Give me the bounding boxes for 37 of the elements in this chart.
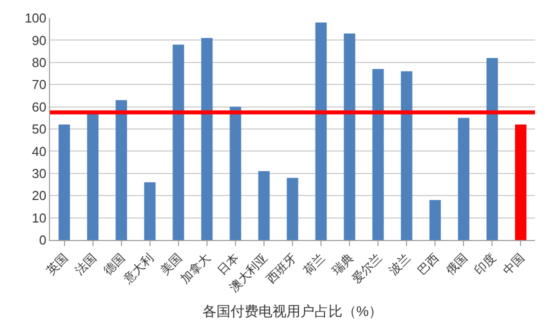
bar	[58, 124, 70, 240]
bar	[344, 34, 356, 240]
y-tick-label: 70	[32, 77, 46, 92]
bar	[258, 171, 270, 240]
bar	[458, 118, 470, 240]
bar	[315, 22, 327, 240]
x-axis-title: 各国付费电视用户占比（%）	[202, 303, 383, 320]
y-tick-label: 90	[32, 32, 46, 48]
y-tick-label: 30	[32, 166, 46, 181]
x-tick-label: 中国	[500, 250, 528, 278]
bar	[372, 69, 384, 240]
bar	[286, 178, 298, 240]
y-tick-label: 100	[24, 10, 46, 26]
x-tick-label: 英国	[44, 250, 71, 278]
x-tick-label: 印度	[472, 250, 499, 278]
bar	[87, 113, 98, 240]
x-tick-label: 法国	[72, 250, 100, 278]
y-tick-label: 80	[32, 54, 46, 70]
bar	[172, 44, 184, 240]
y-tick-label: 0	[39, 232, 46, 248]
bar	[400, 71, 412, 240]
y-tick-label: 20	[32, 188, 46, 204]
x-tick-label: 巴西	[414, 250, 442, 278]
y-tick-label: 40	[32, 144, 46, 159]
x-tick-label: 荷兰	[300, 250, 328, 278]
x-tick-label: 波兰	[386, 250, 413, 278]
y-tick-label: 60	[32, 99, 46, 114]
bar	[144, 182, 156, 240]
bar	[116, 100, 128, 240]
bar	[515, 124, 526, 240]
y-tick-label: 10	[32, 210, 46, 226]
bar	[230, 106, 242, 240]
y-tick-label: 50	[32, 122, 46, 137]
bar	[486, 58, 498, 240]
bar	[429, 200, 441, 240]
bar	[201, 38, 213, 240]
x-tick-label: 俄国	[443, 250, 470, 278]
